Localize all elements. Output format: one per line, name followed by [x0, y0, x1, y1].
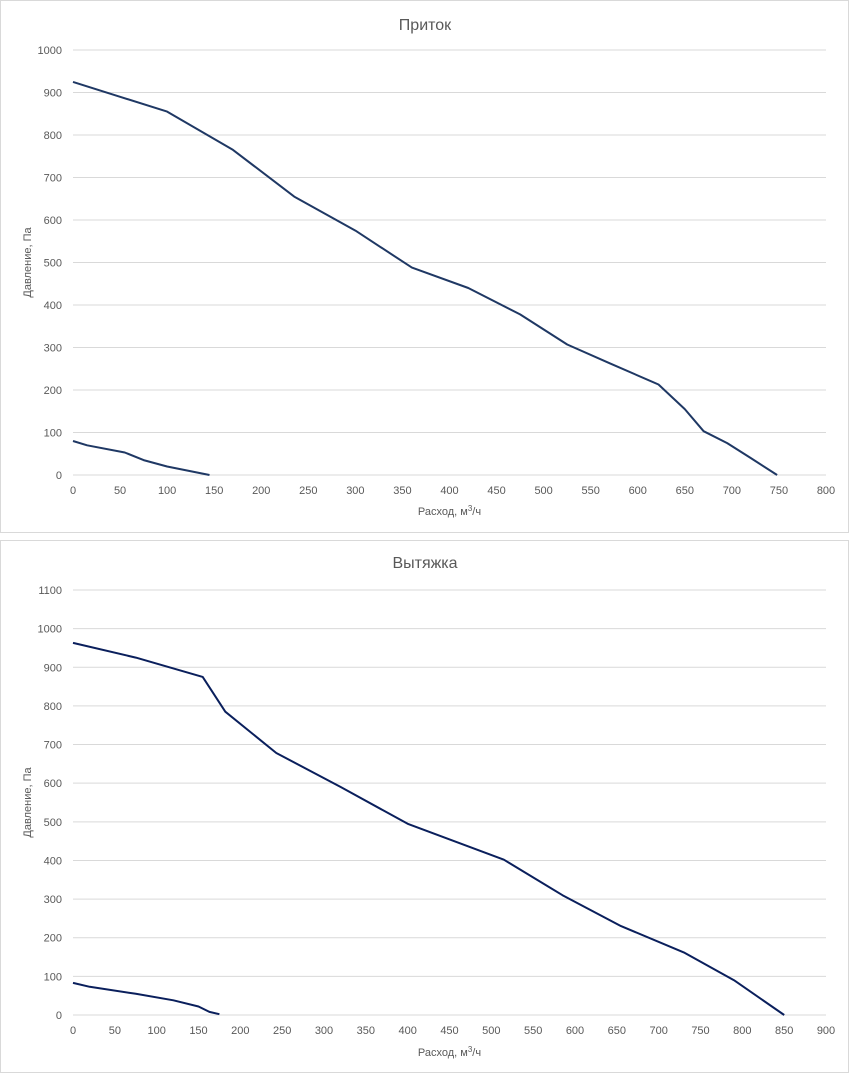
chart1-ytick-0: 0: [56, 470, 62, 482]
chart1-xtick-450: 450: [487, 485, 505, 497]
chart1-xtick-0: 0: [70, 485, 76, 497]
chart1-ytick-600: 600: [44, 215, 62, 227]
chart2-xtick-300: 300: [315, 1025, 333, 1037]
chart1-xtick-100: 100: [158, 485, 176, 497]
chart2-xtick-600: 600: [566, 1025, 584, 1037]
chart2-ytick-0: 0: [56, 1010, 62, 1022]
chart2-xtick-650: 650: [608, 1025, 626, 1037]
chart1-ytick-800: 800: [44, 130, 62, 142]
chart1-series-curve-2: [72, 440, 210, 476]
chart2-xtick-0: 0: [70, 1025, 76, 1037]
chart1-ylabel: Давление, Па: [22, 227, 34, 298]
chart-pritok: Приток 0 100 200 300 400 500 600 700 800 900 1000 0 5…: [0, 0, 849, 533]
chart1-ytick-300: 300: [44, 343, 62, 355]
chart1-ytick-500: 500: [44, 258, 62, 270]
chart2-xlabel: Расход, м3/ч: [418, 1045, 481, 1059]
chart2-xtick-200: 200: [231, 1025, 249, 1037]
chart2-xtick-900: 900: [817, 1025, 835, 1037]
chart2-ytick-200: 200: [44, 933, 62, 945]
chart2-xtick-150: 150: [189, 1025, 207, 1037]
chart1-xtick-300: 300: [346, 485, 364, 497]
chart2-xtick-50: 50: [109, 1025, 121, 1037]
chart1-xtick-500: 500: [534, 485, 552, 497]
chart2-ytick-600: 600: [44, 778, 62, 790]
chart1-xtick-200: 200: [252, 485, 270, 497]
chart1-ytick-900: 900: [44, 88, 62, 100]
chart1-xtick-700: 700: [723, 485, 741, 497]
chart1-xtick-550: 550: [582, 485, 600, 497]
chart1-xtick-150: 150: [205, 485, 223, 497]
chart1-xtick-250: 250: [299, 485, 317, 497]
chart1-xtick-600: 600: [629, 485, 647, 497]
chart2-ytick-800: 800: [44, 701, 62, 713]
chart2-ytick-1100: 1100: [38, 585, 62, 597]
chart2-xtick-700: 700: [649, 1025, 667, 1037]
chart2-xtick-350: 350: [357, 1025, 375, 1037]
chart2-xtick-250: 250: [273, 1025, 291, 1037]
chart2-ytick-500: 500: [44, 817, 62, 829]
chart1-ytick-1000: 1000: [38, 45, 62, 57]
chart2-xtick-450: 450: [440, 1025, 458, 1037]
chart2-xtick-550: 550: [524, 1025, 542, 1037]
chart1-ytick-200: 200: [44, 385, 62, 397]
chart1-ytick-400: 400: [44, 300, 62, 312]
chart1-xlabel: Расход, м3/ч: [418, 504, 481, 518]
chart2-series-curve-1: [72, 641, 785, 1016]
chart1-xtick-50: 50: [114, 485, 126, 497]
chart2-title: Вытяжка: [392, 555, 457, 572]
chart1-xtick-400: 400: [440, 485, 458, 497]
chart2-xtick-800: 800: [733, 1025, 751, 1037]
chart-vytyazhka: Вытяжка 0 100 200 300 400 500 600 700 800 900 1000 1…: [0, 540, 849, 1073]
chart-vytyazhka-svg: Вытяжка010020030040050060070080090010001…: [22, 555, 835, 1059]
chart2-ytick-300: 300: [44, 894, 62, 906]
chart1-xtick-800: 800: [817, 485, 835, 497]
chart2-xtick-400: 400: [398, 1025, 416, 1037]
chart1-ytick-100: 100: [44, 428, 62, 440]
chart2-ytick-400: 400: [44, 855, 62, 867]
chart2-ytick-900: 900: [44, 662, 62, 674]
chart2-ytick-700: 700: [44, 740, 62, 752]
chart1-xtick-650: 650: [676, 485, 694, 497]
chart2-xtick-750: 750: [691, 1025, 709, 1037]
chart1-xtick-350: 350: [393, 485, 411, 497]
chart2-xtick-850: 850: [775, 1025, 793, 1037]
chart2-series-curve-2: [72, 981, 220, 1016]
chart2-ytick-100: 100: [44, 971, 62, 983]
chart2-xtick-100: 100: [147, 1025, 165, 1037]
chart1-ytick-700: 700: [44, 173, 62, 185]
chart-pritok-svg: Приток 0 100 200 300 400 500 600 700 800 900 1000 0 5…: [22, 17, 835, 518]
chart2-xtick-500: 500: [482, 1025, 500, 1037]
chart1-xtick-750: 750: [770, 485, 788, 497]
chart1-title: Приток: [399, 17, 452, 34]
chart2-ylabel: Давление, Па: [22, 767, 34, 838]
chart1-series-curve-1: [72, 80, 778, 476]
chart2-ytick-1000: 1000: [38, 624, 62, 636]
